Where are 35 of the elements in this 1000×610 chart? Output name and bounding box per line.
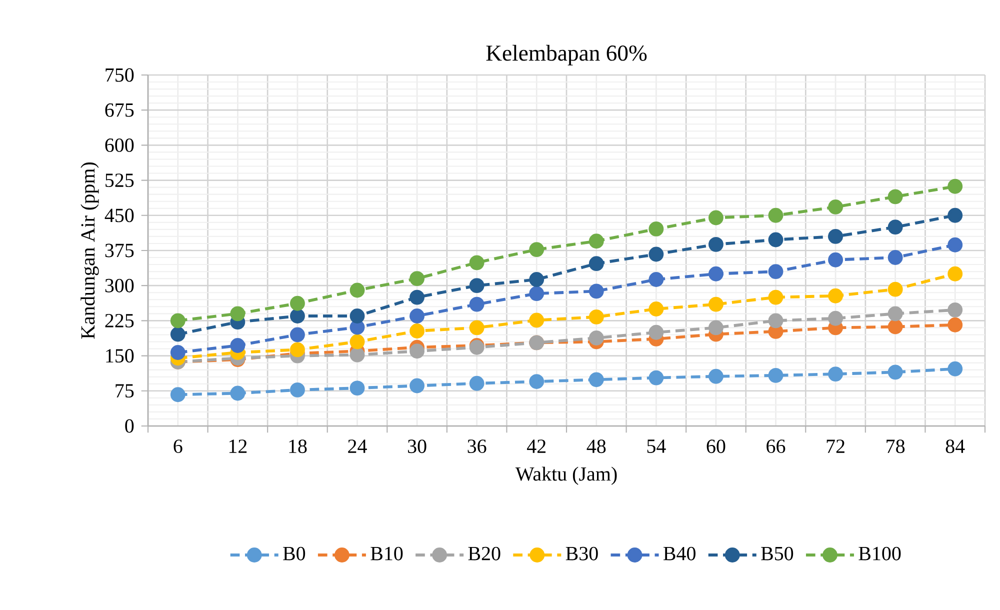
y-tick-label: 600 (105, 138, 134, 152)
y-tick-label: 675 (105, 103, 134, 117)
x-tick-label: 12 (229, 440, 247, 453)
y-tick-label: 0 (125, 419, 134, 433)
x-tick-label: 48 (586, 440, 606, 454)
x-tick-label: 30 (408, 440, 426, 454)
x-tick-label: 18 (289, 440, 307, 454)
y-tick-label: 375 (105, 244, 134, 258)
y-axis-title: Kandungan Air (ppm) (80, 162, 99, 339)
chart-title: Kelembapan 60% (486, 44, 647, 66)
x-tick-label: 36 (468, 440, 486, 454)
x-axis-title: Waktu (Jam) (515, 466, 617, 485)
y-tick-label: 150 (106, 349, 134, 363)
legend-label: B100 (858, 546, 901, 560)
x-tick-label: 54 (647, 440, 666, 453)
legend-label: B20 (468, 546, 500, 560)
legend-label: B10 (370, 546, 403, 560)
y-tick-label: 300 (105, 278, 134, 292)
x-tick-label: 60 (706, 440, 726, 454)
x-tick-label: 66 (766, 440, 786, 454)
x-tick-label: 6 (174, 440, 182, 454)
legend-label: B0 (283, 546, 306, 560)
x-tick-label: 72 (826, 440, 844, 453)
y-tick-label: 750 (106, 68, 134, 82)
y-tick-label: 75 (116, 384, 134, 398)
x-tick-label: 84 (946, 440, 965, 454)
legend-label: B50 (761, 546, 794, 560)
y-tick-label: 225 (105, 314, 134, 328)
y-tick-label: 525 (106, 174, 134, 188)
legend-label: B30 (566, 546, 598, 560)
x-tick-label: 24 (348, 440, 367, 453)
x-tick-label: 42 (527, 440, 546, 453)
legend-label: B40 (663, 546, 696, 560)
x-tick-label: 78 (886, 440, 905, 454)
y-tick-label: 450 (104, 208, 134, 222)
